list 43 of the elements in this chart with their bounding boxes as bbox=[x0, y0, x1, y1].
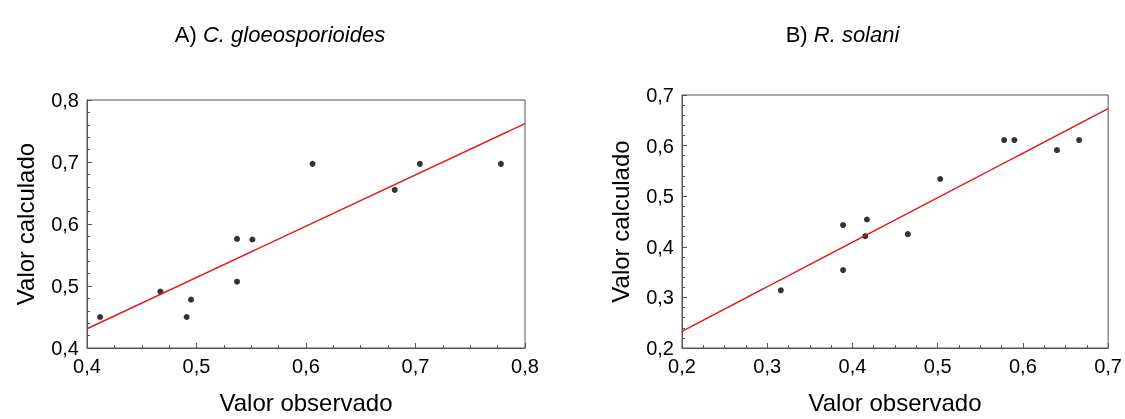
x-tick-label: 0,4 bbox=[838, 355, 867, 377]
y-axis-title: Valor calculado bbox=[11, 142, 39, 306]
point bbox=[904, 231, 911, 238]
y-tick-label: 0,5 bbox=[646, 185, 674, 208]
x-axis-title: Valor observado bbox=[219, 388, 393, 416]
point bbox=[391, 186, 398, 193]
y-tick-label: 0,6 bbox=[646, 134, 674, 157]
x-tick-label: 0,7 bbox=[401, 355, 430, 377]
point bbox=[863, 216, 870, 223]
point bbox=[840, 222, 847, 229]
x-tick-label: 0,5 bbox=[923, 355, 952, 377]
point bbox=[234, 235, 241, 242]
y-tick-label: 0,3 bbox=[646, 286, 674, 309]
y-tick-label: 0,4 bbox=[646, 235, 674, 258]
point bbox=[777, 287, 784, 294]
y-tick-label: 0,8 bbox=[51, 89, 79, 111]
x-tick-label: 0,6 bbox=[1008, 355, 1037, 377]
point bbox=[97, 314, 104, 320]
point bbox=[234, 278, 241, 285]
y-tick-label: 0,7 bbox=[51, 151, 79, 173]
y-tick-label: 0,5 bbox=[51, 275, 79, 297]
point bbox=[1053, 147, 1060, 154]
point bbox=[497, 160, 504, 167]
x-tick-label: 0,3 bbox=[753, 355, 782, 377]
point bbox=[1011, 137, 1018, 144]
point bbox=[309, 160, 316, 167]
chart-title: A) C. gloeosporioides bbox=[174, 21, 386, 47]
point bbox=[937, 176, 944, 182]
point bbox=[1001, 137, 1008, 144]
x-tick-label: 0,8 bbox=[511, 355, 539, 377]
y-tick-label: 0,7 bbox=[646, 84, 674, 106]
y-tick-label: 0,6 bbox=[51, 213, 79, 235]
point bbox=[1076, 137, 1083, 144]
point bbox=[188, 296, 195, 303]
x-tick-label: 0,6 bbox=[292, 355, 320, 377]
point bbox=[183, 314, 190, 320]
chart-title: B) R. solani bbox=[785, 21, 901, 47]
x-tick-label: 0,5 bbox=[182, 355, 211, 377]
x-axis-title: Valor observado bbox=[808, 388, 982, 416]
x-tick-label: 0,7 bbox=[1094, 355, 1122, 377]
point bbox=[416, 160, 423, 167]
y-axis-title: Valor calculado bbox=[606, 140, 634, 303]
point bbox=[840, 267, 847, 274]
